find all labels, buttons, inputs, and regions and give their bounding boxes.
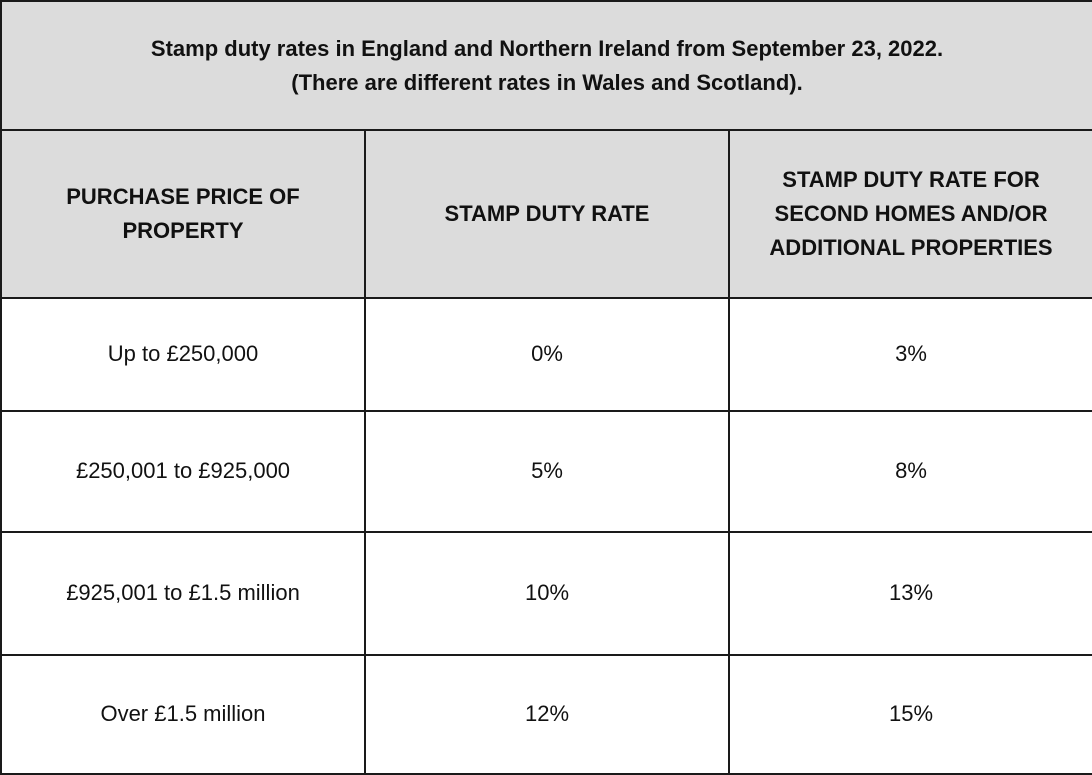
table-row: Up to £250,000 0% 3%	[0, 296, 1092, 412]
caption-row: Stamp duty rates in England and Northern…	[0, 0, 1092, 132]
cell-rate: 10%	[364, 530, 730, 656]
table-row: Over £1.5 million 12% 15%	[0, 653, 1092, 775]
header-second-homes-rate: STAMP DUTY RATE FOR SECOND HOMES AND/OR …	[727, 129, 1092, 299]
cell-second-rate: 13%	[727, 530, 1092, 656]
cell-price: £925,001 to £1.5 million	[0, 530, 366, 656]
header-stamp-duty-rate: STAMP DUTY RATE	[364, 129, 730, 299]
cell-second-rate: 3%	[727, 296, 1092, 412]
caption-line-2: (There are different rates in Wales and …	[291, 69, 803, 95]
header-row: PURCHASE PRICE OF PROPERTY STAMP DUTY RA…	[0, 129, 1092, 299]
cell-rate: 5%	[364, 409, 730, 533]
header-purchase-price: PURCHASE PRICE OF PROPERTY	[0, 129, 366, 299]
cell-price: Up to £250,000	[0, 296, 366, 412]
table-row: £925,001 to £1.5 million 10% 13%	[0, 530, 1092, 656]
cell-second-rate: 8%	[727, 409, 1092, 533]
table-caption: Stamp duty rates in England and Northern…	[0, 0, 1092, 132]
cell-price: £250,001 to £925,000	[0, 409, 366, 533]
cell-rate: 12%	[364, 653, 730, 775]
caption-line-1: Stamp duty rates in England and Northern…	[150, 35, 944, 61]
table-row: £250,001 to £925,000 5% 8%	[0, 409, 1092, 533]
cell-rate: 0%	[364, 296, 730, 412]
cell-second-rate: 15%	[727, 653, 1092, 775]
cell-price: Over £1.5 million	[0, 653, 366, 775]
